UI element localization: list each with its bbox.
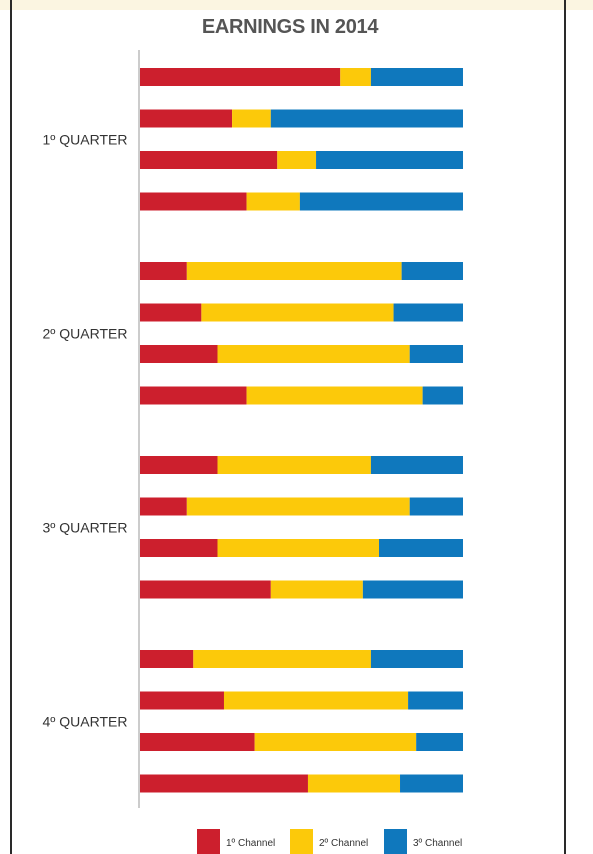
bar-segment-group1-bar2-series3 <box>270 109 463 128</box>
top-band <box>0 0 593 10</box>
frame-border-left <box>10 0 12 854</box>
bar-segment-group4-bar1-series1 <box>140 650 194 668</box>
bar-segment-group2-bar2-series1 <box>140 303 202 322</box>
legend-label-3: 3º Channel <box>413 838 462 849</box>
bar-segment-group4-bar3-series3 <box>416 733 463 751</box>
bar-segment-group2-bar2-series2 <box>201 303 394 322</box>
legend-swatch-1 <box>197 829 220 854</box>
bar-segment-group2-bar3-series3 <box>409 345 463 363</box>
group-label-2: 2º QUARTER <box>43 325 128 341</box>
bar-segment-group1-bar2-series1 <box>140 109 233 128</box>
bar-segment-group1-bar3-series3 <box>316 151 464 169</box>
bar-segment-group2-bar3-series1 <box>140 345 218 363</box>
bar-segment-group4-bar1-series3 <box>370 650 463 668</box>
bar-segment-group1-bar3-series2 <box>277 151 317 169</box>
legend-label-1: 1º Channel <box>226 838 275 849</box>
group-label-1: 1º QUARTER <box>43 131 128 147</box>
bar-segment-group1-bar1-series1 <box>140 68 341 86</box>
bar-segment-group4-bar2-series1 <box>140 691 224 710</box>
bar-segment-group2-bar1-series1 <box>140 262 187 280</box>
bar-segment-group2-bar4-series1 <box>140 386 247 405</box>
bar-segment-group3-bar1-series2 <box>217 456 371 474</box>
bar-segment-group1-bar1-series3 <box>370 68 463 86</box>
bar-segment-group1-bar1-series2 <box>340 68 371 86</box>
bar-segment-group4-bar4-series1 <box>140 774 308 793</box>
bar-segment-group1-bar4-series1 <box>140 192 247 211</box>
legend-label-2: 2º Channel <box>319 838 368 849</box>
bar-segment-group4-bar3-series2 <box>254 733 417 751</box>
bar-segment-group2-bar3-series2 <box>217 345 410 363</box>
bar-segment-group4-bar2-series2 <box>223 691 409 710</box>
bar-segment-group3-bar2-series3 <box>409 497 463 516</box>
bar-segment-group4-bar4-series3 <box>400 774 463 793</box>
bar-segment-group1-bar2-series2 <box>232 109 271 128</box>
bar-segment-group4-bar4-series2 <box>307 774 401 793</box>
bar-segment-group1-bar4-series3 <box>299 192 463 211</box>
bar-segment-group3-bar1-series1 <box>140 456 218 474</box>
bar-segment-group4-bar2-series3 <box>408 691 463 710</box>
bar-segment-group3-bar2-series2 <box>186 497 410 516</box>
bar-segment-group3-bar3-series1 <box>140 539 218 557</box>
bar-segment-group2-bar1-series3 <box>401 262 463 280</box>
bar-segment-group1-bar4-series2 <box>246 192 300 211</box>
bar-segment-group3-bar3-series3 <box>379 539 463 557</box>
bar-segment-group4-bar3-series1 <box>140 733 255 751</box>
bar-segment-group2-bar4-series3 <box>422 386 464 405</box>
group-label-4: 4º QUARTER <box>43 713 128 729</box>
legend-swatch-2 <box>290 829 313 854</box>
bar-segment-group2-bar1-series2 <box>186 262 402 280</box>
bar-segment-group3-bar4-series3 <box>362 580 463 599</box>
bar-segment-group2-bar4-series2 <box>246 386 423 405</box>
bar-segment-group2-bar2-series3 <box>393 303 463 322</box>
legend-swatch-3 <box>384 829 407 854</box>
bar-segment-group1-bar3-series1 <box>140 151 278 169</box>
bar-segment-group3-bar4-series1 <box>140 580 271 599</box>
bar-segment-group3-bar2-series1 <box>140 497 187 516</box>
bar-segment-group3-bar4-series2 <box>270 580 363 599</box>
bar-segment-group3-bar3-series2 <box>217 539 380 557</box>
bar-segment-group4-bar1-series2 <box>193 650 371 668</box>
bar-segment-group3-bar1-series3 <box>370 456 463 474</box>
frame-border-right <box>564 0 566 854</box>
chart-title: EARNINGS IN 2014 <box>201 16 379 38</box>
group-label-3: 3º QUARTER <box>43 519 128 535</box>
